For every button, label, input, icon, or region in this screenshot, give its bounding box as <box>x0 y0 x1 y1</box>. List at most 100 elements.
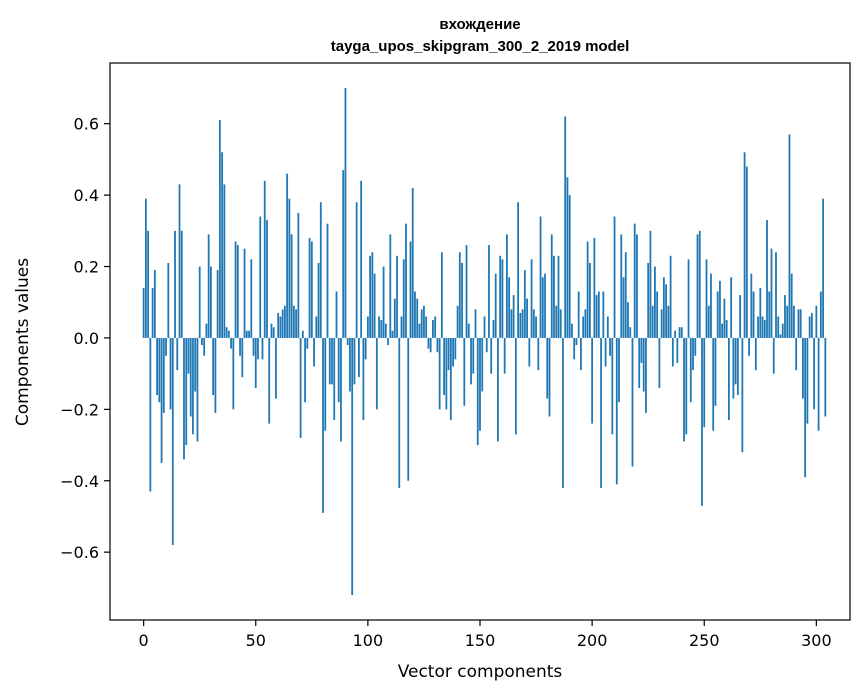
bar-78 <box>317 262 320 338</box>
x-tick-label-50: 50 <box>246 631 266 650</box>
bar-257 <box>719 280 721 338</box>
bar-282 <box>775 252 777 338</box>
bar-18 <box>183 337 185 460</box>
bar-49 <box>252 337 255 356</box>
y-axis-ticks: −0.6 −0.4 −0.2 0.0 0.2 0.4 0.6 <box>60 115 110 562</box>
bar-270 <box>748 337 750 356</box>
bar-95 <box>355 202 358 338</box>
bar-212 <box>618 337 620 403</box>
bar-3 <box>149 337 152 492</box>
bar-16 <box>178 184 181 338</box>
bar-295 <box>804 337 807 478</box>
bar-232 <box>662 277 665 338</box>
bar-138 <box>452 337 454 367</box>
bar-159 <box>499 255 502 338</box>
bar-145 <box>467 323 470 338</box>
bar-222 <box>640 337 643 363</box>
bar-268 <box>743 152 746 338</box>
bar-179 <box>544 273 546 338</box>
bar-229 <box>656 291 659 338</box>
y-tick-label-2: −0.2 <box>60 400 99 419</box>
bar-53 <box>261 337 264 360</box>
bar-216 <box>627 302 629 338</box>
bar-44 <box>241 337 244 378</box>
bar-6 <box>156 337 158 396</box>
bar-123 <box>418 323 421 338</box>
bar-167 <box>517 202 520 338</box>
bar-52 <box>259 216 262 338</box>
bar-289 <box>790 273 793 338</box>
bar-9 <box>162 337 165 413</box>
bar-112 <box>393 298 396 338</box>
bar-271 <box>750 273 753 338</box>
x-tick-label-300: 300 <box>801 631 832 650</box>
bar-4 <box>151 287 154 338</box>
bar-8 <box>160 337 163 463</box>
bar-200 <box>591 337 594 424</box>
bar-263 <box>732 337 735 399</box>
bar-231 <box>660 309 663 338</box>
bar-226 <box>649 230 652 338</box>
bar-120 <box>411 187 414 338</box>
bar-129 <box>432 320 434 338</box>
bar-66 <box>290 234 293 338</box>
bar-199 <box>588 262 591 338</box>
bar-32 <box>214 337 217 413</box>
bar-260 <box>725 320 728 338</box>
bar-99 <box>364 337 367 360</box>
bar-73 <box>306 337 309 349</box>
bar-33 <box>216 270 219 338</box>
bar-197 <box>584 309 587 338</box>
bar-139 <box>454 337 457 360</box>
bar-77 <box>315 316 318 338</box>
bar-76 <box>313 337 315 367</box>
bar-118 <box>407 337 410 481</box>
bar-152 <box>483 316 486 338</box>
bar-45 <box>243 248 246 338</box>
y-tick-label-5: 0.4 <box>74 186 99 205</box>
bar-71 <box>301 330 304 338</box>
bar-242 <box>685 337 688 435</box>
bar-177 <box>539 216 542 338</box>
bar-56 <box>268 337 271 424</box>
bar-84 <box>331 337 333 385</box>
bar-142 <box>461 262 463 338</box>
bar-11 <box>167 262 170 338</box>
bar-132 <box>438 337 441 410</box>
bar-26 <box>201 337 203 346</box>
y-tick-label-4: 0.2 <box>74 258 99 277</box>
bar-195 <box>580 337 582 371</box>
bar-0 <box>142 287 145 338</box>
bar-80 <box>322 337 324 513</box>
bar-1 <box>144 198 147 338</box>
bar-14 <box>174 230 176 338</box>
bar-154 <box>488 245 490 338</box>
bar-149 <box>476 337 479 446</box>
bar-266 <box>739 295 742 338</box>
bar-97 <box>360 180 363 338</box>
bar-248 <box>698 230 701 338</box>
bar-24 <box>196 337 199 442</box>
bar-121 <box>414 291 416 338</box>
bar-247 <box>696 234 699 338</box>
bar-7 <box>158 337 161 403</box>
bar-30 <box>210 266 212 338</box>
bar-140 <box>456 305 459 338</box>
y-tick-label-6: 0.6 <box>74 115 99 134</box>
bar-279 <box>768 291 771 338</box>
bar-155 <box>490 337 493 374</box>
bar-262 <box>730 277 733 338</box>
bar-94 <box>353 337 356 385</box>
bar-249 <box>701 337 703 506</box>
bar-146 <box>470 337 472 385</box>
bar-275 <box>759 287 762 338</box>
bar-93 <box>351 337 354 596</box>
y-tick-label-0: −0.6 <box>60 543 99 562</box>
bar-62 <box>281 309 284 338</box>
bar-207 <box>606 316 609 338</box>
bar-214 <box>622 277 625 338</box>
bar-69 <box>297 212 300 338</box>
bar-116 <box>402 259 405 338</box>
bar-34 <box>218 120 221 338</box>
bar-106 <box>380 320 383 338</box>
